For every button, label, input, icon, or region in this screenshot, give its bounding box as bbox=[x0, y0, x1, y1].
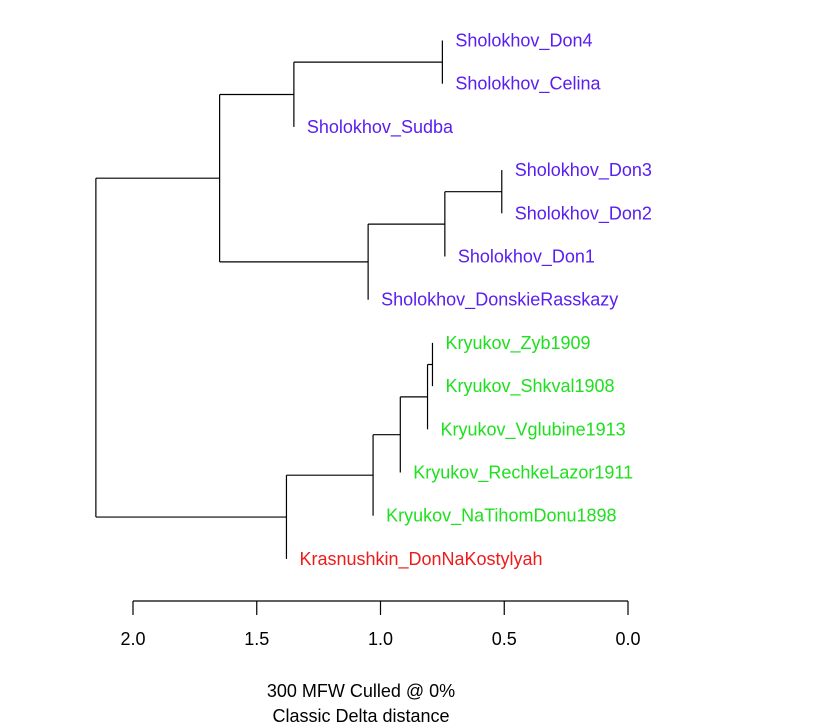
leaf-label-l1: Sholokhov_Don4 bbox=[455, 31, 592, 52]
leaf-label-l4: Sholokhov_Don3 bbox=[515, 160, 652, 181]
axis-tick-label-1: 1.5 bbox=[244, 629, 269, 649]
leaf-label-l13: Krasnushkin_DonNaKostylyah bbox=[299, 549, 542, 570]
leaf-label-l3: Sholokhov_Sudba bbox=[307, 117, 454, 138]
leaf-label-l8: Kryukov_Zyb1909 bbox=[445, 333, 590, 354]
dendrogram-branches bbox=[95, 40, 503, 559]
dendrogram-leaf-labels: Sholokhov_Don4 Sholokhov_Celina Sholokhov_… bbox=[299, 31, 651, 570]
axis-tick-label-3: 0.5 bbox=[492, 629, 517, 649]
axis-tick-label-0: 2.0 bbox=[120, 629, 145, 649]
caption-line-1: 300 MFW Culled @ 0% bbox=[267, 681, 455, 701]
leaf-label-l10: Kryukov_Vglubine1913 bbox=[441, 419, 626, 440]
distance-axis: 2.0 1.5 1.0 0.5 0.0 bbox=[120, 600, 641, 649]
leaf-label-l7: Sholokhov_DonskieRasskazy bbox=[381, 290, 618, 311]
leaf-label-l5: Sholokhov_Don2 bbox=[515, 203, 652, 224]
leaf-label-l12: Kryukov_NaTihomDonu1898 bbox=[386, 506, 616, 527]
leaf-label-l11: Kryukov_RechkeLazor1911 bbox=[413, 463, 633, 484]
leaf-label-l6: Sholokhov_Don1 bbox=[458, 247, 595, 268]
axis-tick-label-4: 0.0 bbox=[615, 629, 640, 649]
axis-tick-label-2: 1.0 bbox=[368, 629, 393, 649]
leaf-label-l9: Kryukov_Shkval1908 bbox=[445, 376, 614, 397]
caption-line-2: Classic Delta distance bbox=[272, 706, 449, 726]
leaf-label-l2: Sholokhov_Celina bbox=[455, 74, 601, 95]
